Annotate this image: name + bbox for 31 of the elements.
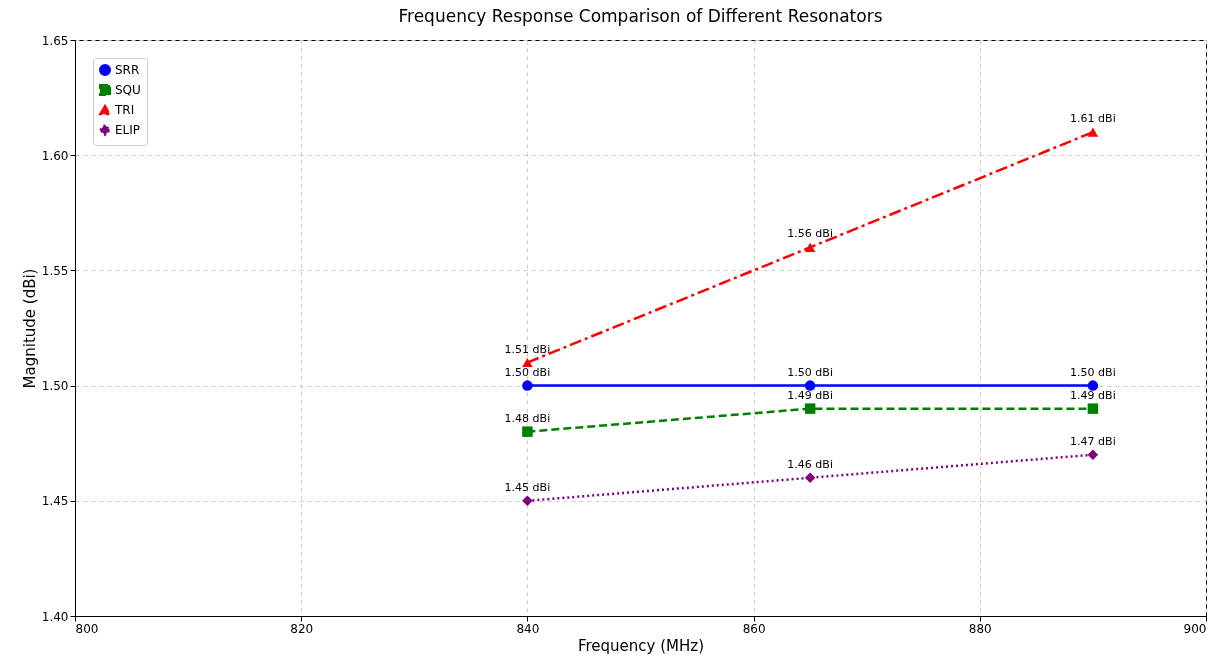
data-label: 1.50 dBi: [1070, 365, 1116, 379]
y-tick-label: 1.55: [41, 263, 69, 278]
x-tick-label: 900: [1183, 621, 1207, 636]
x-axis-title: Frequency (MHz): [577, 636, 705, 655]
data-label: 1.50 dBi: [787, 365, 833, 379]
data-label: 1.61 dBi: [1070, 112, 1116, 126]
data-label: 1.49 dBi: [1070, 388, 1116, 402]
y-tick-label: 1.60: [41, 148, 69, 163]
data-label: 1.50 dBi: [504, 365, 551, 379]
legend-label: SRR: [115, 63, 140, 77]
data-label: 1.56 dBi: [787, 227, 833, 241]
x-tick-label: 860: [742, 621, 766, 636]
chart-title: Frequency Response Comparison of Different Resonators: [398, 6, 883, 26]
x-tick-label: 820: [290, 621, 314, 636]
data-label: 1.45 dBi: [504, 480, 551, 494]
y-tick-label: 1.65: [41, 33, 69, 48]
legend-label: SQU: [115, 83, 141, 97]
x-tick-label: 880: [968, 621, 992, 636]
data-label: 1.47 dBi: [1070, 434, 1116, 448]
legend-label: ELIP: [115, 123, 141, 137]
legend-label: TRI: [114, 103, 135, 117]
y-tick-label: 1.45: [41, 494, 69, 509]
data-label: 1.49 dBi: [787, 388, 833, 402]
data-label: 1.46 dBi: [787, 457, 833, 471]
y-tick-label: 1.50: [41, 379, 69, 394]
data-label: 1.48 dBi: [504, 411, 551, 425]
y-axis-title: Magnitude (dBi): [20, 268, 39, 389]
y-tick-label: 1.40: [41, 609, 69, 624]
x-tick-label: 800: [75, 621, 99, 636]
x-tick-label: 840: [516, 621, 540, 636]
data-label: 1.51 dBi: [504, 342, 551, 356]
